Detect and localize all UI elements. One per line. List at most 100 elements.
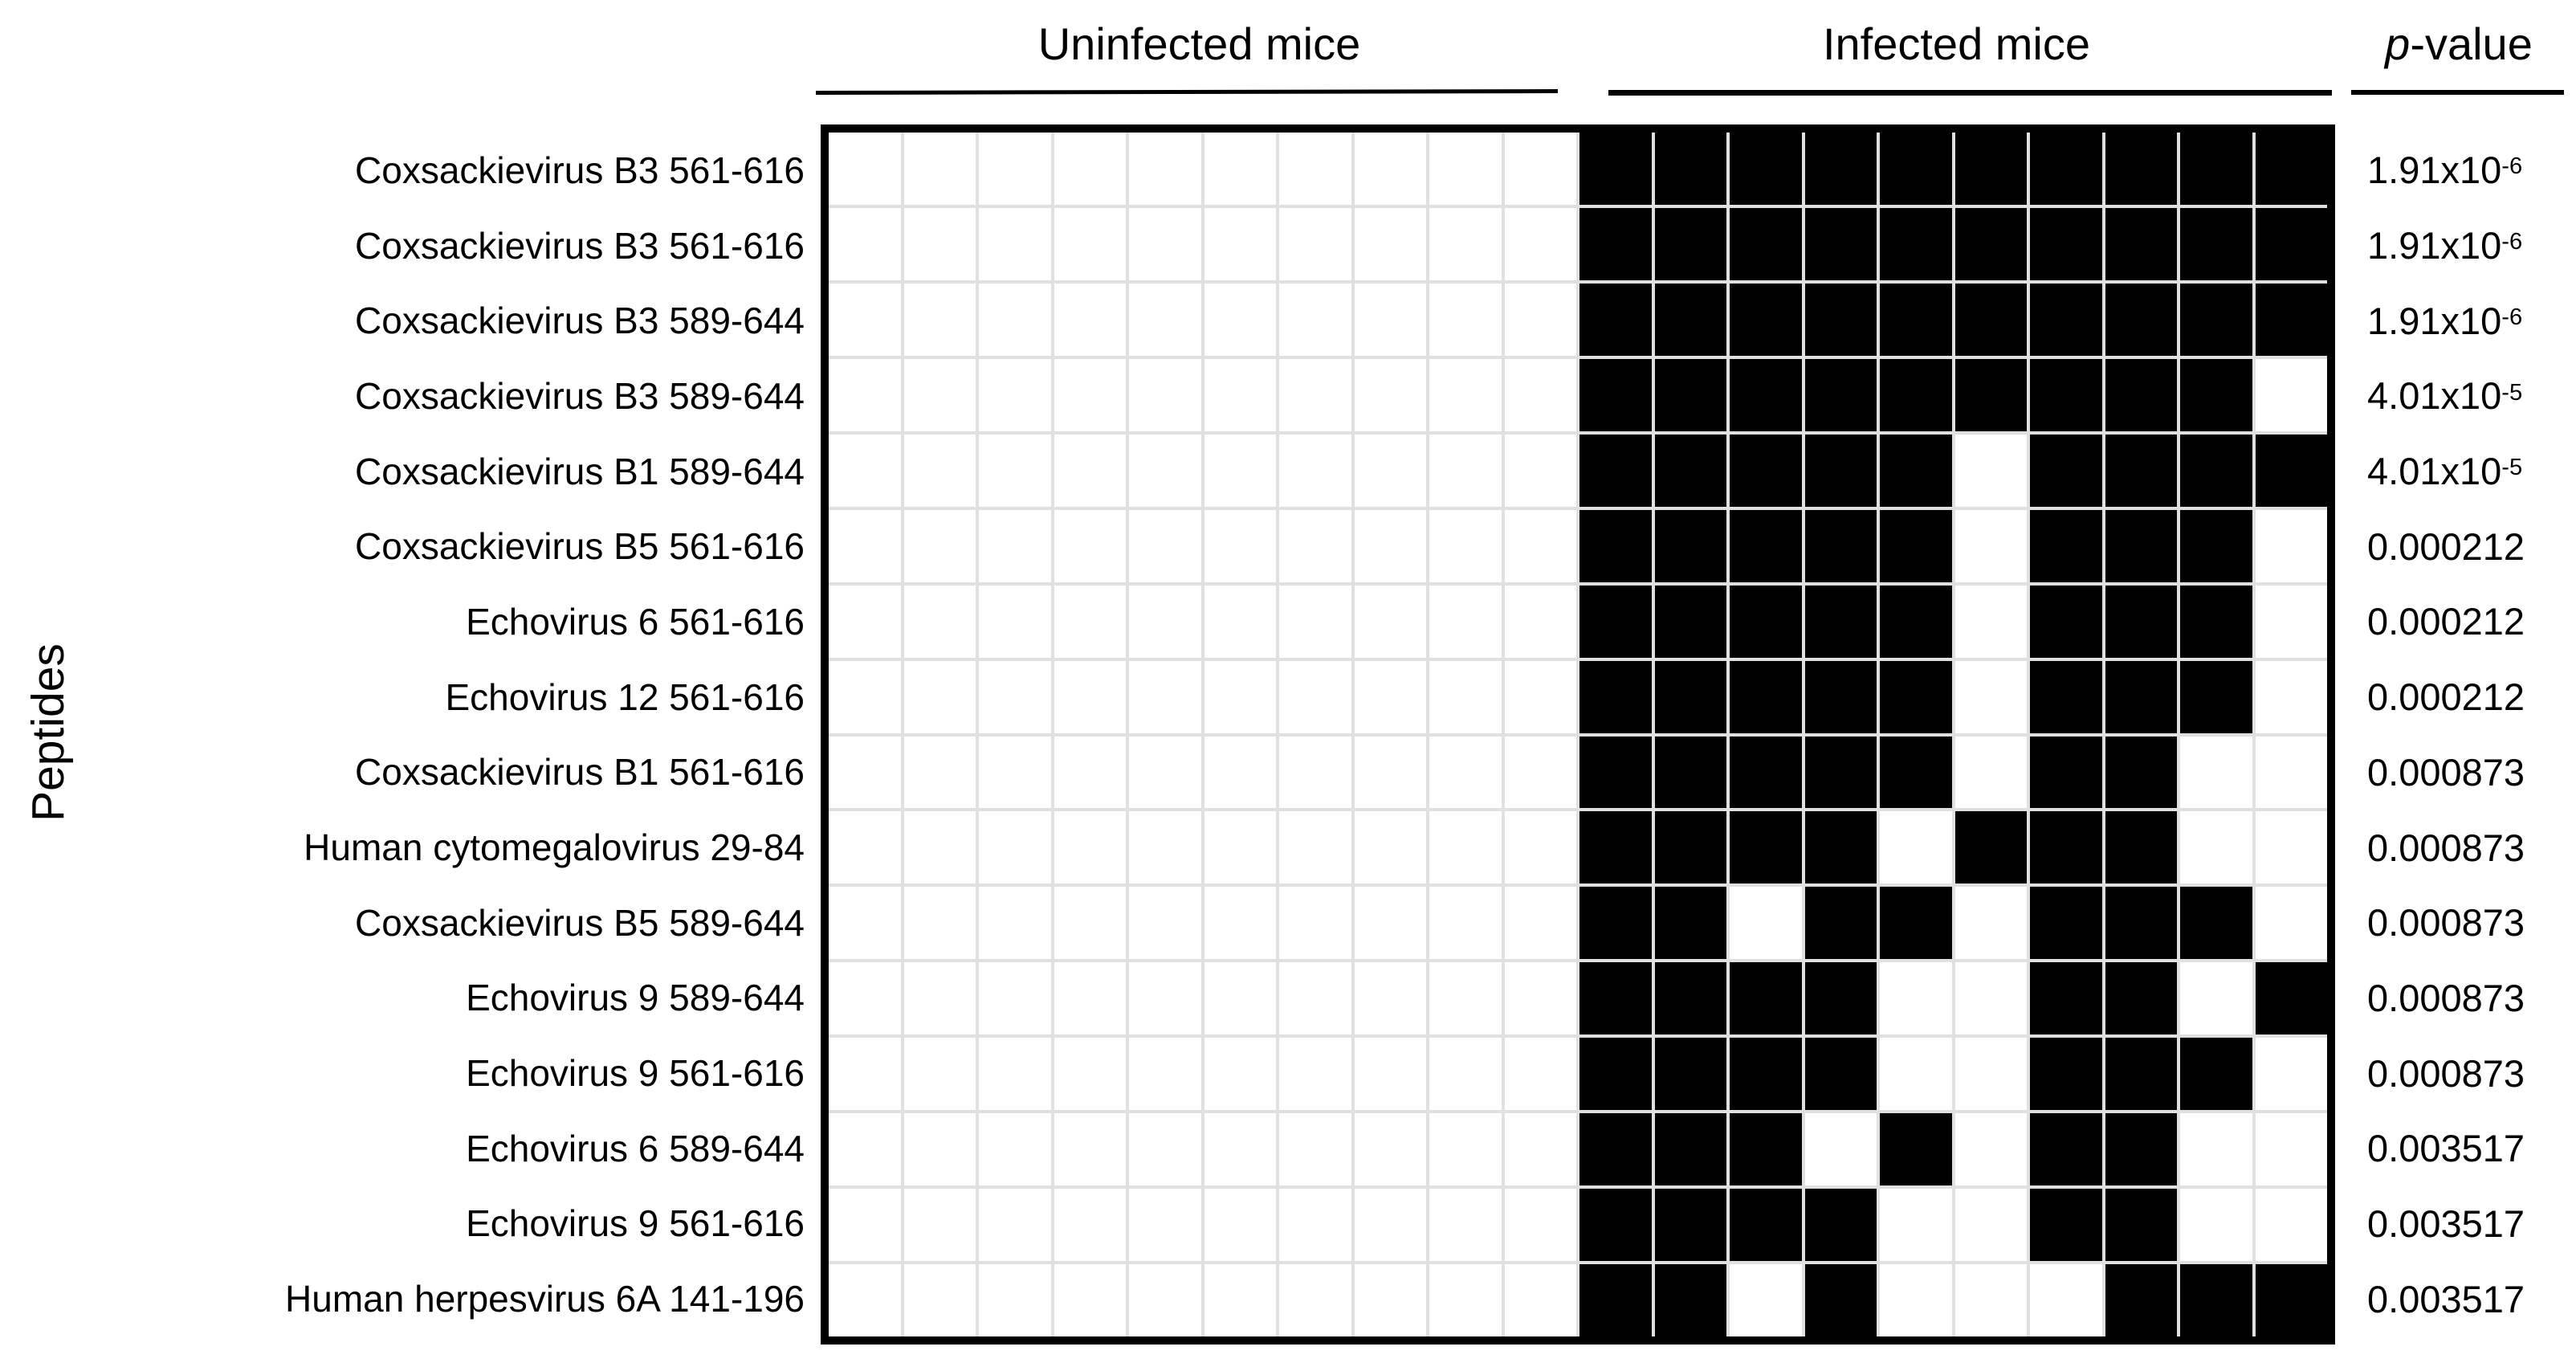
heatmap-cell-positive xyxy=(2180,283,2252,356)
heatmap-cell-positive xyxy=(1579,585,1652,658)
p-value: 0.000212 xyxy=(2367,584,2572,659)
heatmap-cell-negative xyxy=(1129,283,1201,356)
heatmap-cell-negative xyxy=(1204,736,1276,809)
heatmap-cell-negative xyxy=(1129,509,1201,582)
heatmap-cell-negative xyxy=(1504,1038,1576,1111)
heatmap-cell-positive xyxy=(1654,1189,1726,1262)
heatmap-cell-negative xyxy=(1504,1189,1576,1262)
heatmap-cell-negative xyxy=(829,1038,901,1111)
heatmap-cell-positive xyxy=(1654,1264,1726,1336)
heatmap-cell-negative xyxy=(1054,811,1126,884)
heatmap-cell-positive xyxy=(1880,1113,1952,1186)
heatmap-cell-negative xyxy=(1054,1113,1126,1186)
heatmap-cell-positive xyxy=(2030,736,2102,809)
heatmap-grid-border xyxy=(821,124,2335,1345)
heatmap-cell-negative xyxy=(1504,509,1576,582)
heatmap-cell-negative xyxy=(829,1189,901,1262)
heatmap-cell-positive xyxy=(1730,509,1802,582)
heatmap-cell-negative xyxy=(979,660,1051,733)
heatmap-cell-positive xyxy=(1654,358,1726,431)
heatmap-cell-negative xyxy=(903,887,976,960)
heatmap-cell-negative xyxy=(1279,434,1351,507)
heatmap-cell-positive xyxy=(2255,283,2327,356)
heatmap-cell-positive xyxy=(1730,660,1802,733)
heatmap-cell-negative xyxy=(1279,1189,1351,1262)
heatmap-cell-positive xyxy=(1880,585,1952,658)
heatmap-cell-positive xyxy=(1579,1038,1652,1111)
heatmap-cell-positive xyxy=(2105,811,2177,884)
row-label-peptide: Echovirus 12 561-616 xyxy=(445,675,805,718)
heatmap-cell-negative xyxy=(1504,1113,1576,1186)
heatmap-cell-negative xyxy=(1429,133,1502,205)
heatmap-cell-positive xyxy=(1579,736,1652,809)
column-group-header-infected: Infected mice xyxy=(1822,18,2091,69)
heatmap-cell-negative xyxy=(1880,811,1952,884)
heatmap-cell-negative xyxy=(903,660,976,733)
heatmap-cell-positive xyxy=(2180,887,2252,960)
heatmap-cell-positive xyxy=(2030,660,2102,733)
infected-header-underline xyxy=(1608,90,2332,96)
heatmap-cell-negative xyxy=(1054,283,1126,356)
heatmap-cell-negative xyxy=(903,811,976,884)
heatmap-cell-negative xyxy=(1504,434,1576,507)
p-value: 1.91x10 -6 xyxy=(2367,299,2523,342)
heatmap-cell-negative xyxy=(903,283,976,356)
heatmap-cell-negative xyxy=(1204,1264,1276,1336)
p-value: 0.000212 xyxy=(2367,508,2572,584)
heatmap-cell-positive xyxy=(1579,962,1652,1035)
p-value-base: 1.91x10 xyxy=(2367,149,2502,192)
heatmap-cell-negative xyxy=(1279,133,1351,205)
heatmap-cell-negative xyxy=(1279,509,1351,582)
heatmap-cell-negative xyxy=(1204,660,1276,733)
heatmap-cell-positive xyxy=(1804,736,1877,809)
heatmap-cell-positive xyxy=(1804,1189,1877,1262)
heatmap-cell-negative xyxy=(1204,283,1276,356)
heatmap-cell-negative xyxy=(1429,736,1502,809)
heatmap-cell-positive xyxy=(1880,358,1952,431)
heatmap-cell-negative xyxy=(1504,660,1576,733)
heatmap-cell-negative xyxy=(1204,207,1276,280)
heatmap-cell-negative xyxy=(1129,660,1201,733)
heatmap-cell-positive xyxy=(2030,1189,2102,1262)
row-label-peptide: Coxsackievirus B3 561-616 xyxy=(355,224,805,267)
heatmap-cell-negative xyxy=(829,736,901,809)
heatmap-cell-positive xyxy=(1804,585,1877,658)
heatmap-cell-negative xyxy=(979,1113,1051,1186)
heatmap-cell-negative xyxy=(1429,660,1502,733)
heatmap-cell-negative xyxy=(1204,585,1276,658)
heatmap-cell-negative xyxy=(1129,811,1201,884)
heatmap-cell-positive xyxy=(1954,133,2027,205)
heatmap-cell-positive xyxy=(1954,358,2027,431)
heatmap-cell-negative xyxy=(1129,585,1201,658)
heatmap-cell-negative xyxy=(1954,736,2027,809)
heatmap-cell-negative xyxy=(1354,585,1426,658)
heatmap-cell-positive xyxy=(1730,962,1802,1035)
heatmap-cell-positive xyxy=(1730,358,1802,431)
heatmap-cell-positive xyxy=(1804,509,1877,582)
heatmap-cell-positive xyxy=(2105,207,2177,280)
pvalue-header-rest: -value xyxy=(2410,18,2533,69)
heatmap-cell-negative xyxy=(1279,660,1351,733)
heatmap-cell-positive xyxy=(2030,509,2102,582)
heatmap-cell-negative xyxy=(1429,1189,1502,1262)
heatmap-cell-negative xyxy=(1054,736,1126,809)
heatmap-cell-positive xyxy=(1579,358,1652,431)
heatmap-cell-negative xyxy=(979,736,1051,809)
p-value: 1.91x10 -6 xyxy=(2367,224,2523,267)
heatmap-cell-positive xyxy=(2180,509,2252,582)
heatmap-cell-negative xyxy=(1129,962,1201,1035)
heatmap-cell-positive xyxy=(1730,133,1802,205)
heatmap-cell-negative xyxy=(1279,283,1351,356)
heatmap-cell-positive xyxy=(2030,1113,2102,1186)
heatmap-cell-positive xyxy=(1804,1038,1877,1111)
column-group-header-uninfected: Uninfected mice xyxy=(1037,18,1361,69)
column-header-pvalue: p-value xyxy=(2351,18,2566,70)
heatmap-cell-negative xyxy=(1429,1113,1502,1186)
heatmap-cell-negative xyxy=(829,358,901,431)
heatmap-cell-negative xyxy=(1429,585,1502,658)
heatmap-cell-negative xyxy=(1354,358,1426,431)
heatmap-cell-positive xyxy=(1804,1264,1877,1336)
heatmap-cell-positive xyxy=(1654,133,1726,205)
heatmap-cell-positive xyxy=(2255,133,2327,205)
heatmap-cell-negative xyxy=(1354,811,1426,884)
